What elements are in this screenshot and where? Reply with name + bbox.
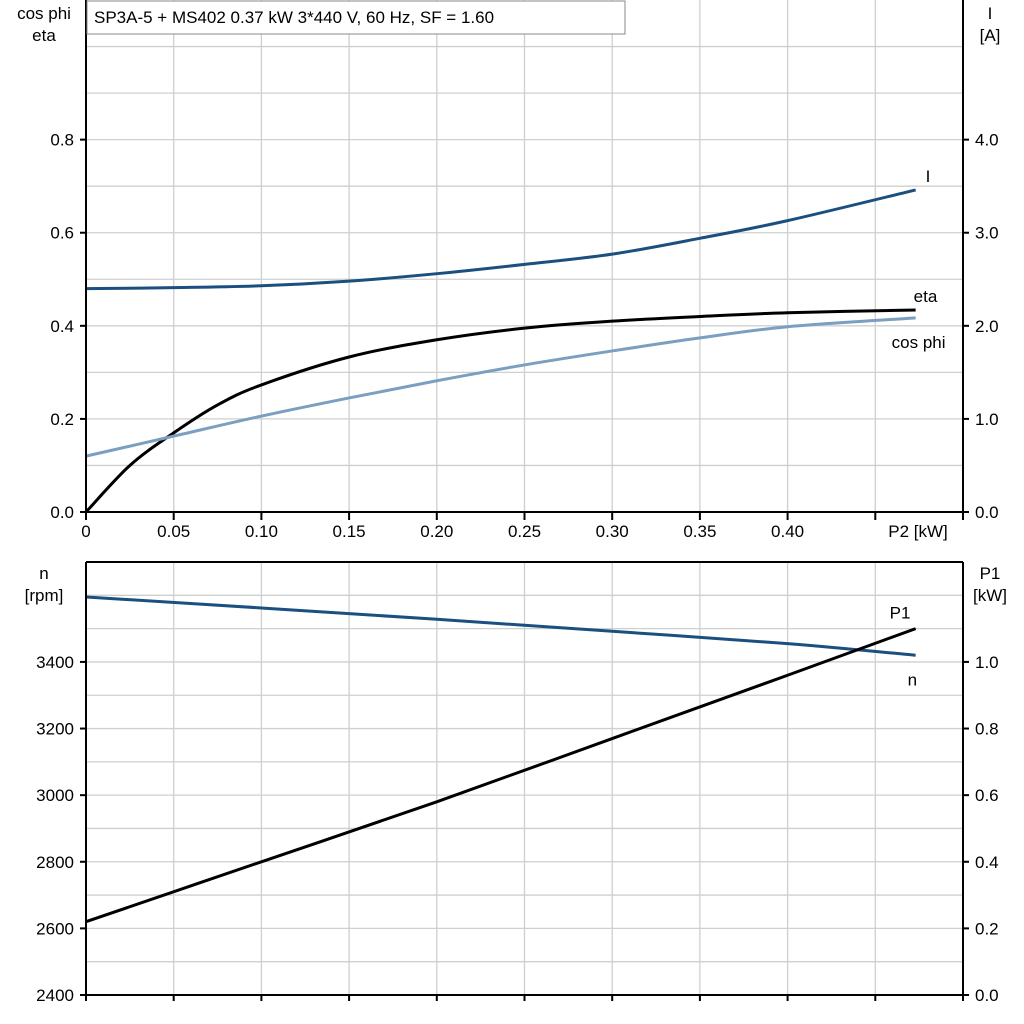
chart-title: SP3A-5 + MS402 0.37 kW 3*440 V, 60 Hz, S… [94,8,494,27]
y-tick-label-right: 0.6 [975,786,999,805]
series-label-n: n [908,670,917,689]
y-tick-label-right: 0.2 [975,919,999,938]
y-tick-label-right: 2.0 [975,317,999,336]
y-tick-label-left: 2600 [36,919,74,938]
x-tick-label: 0.20 [420,522,453,541]
y-tick-label-left: 0.2 [50,410,74,429]
y-tick-label-right: 0.8 [975,720,999,739]
y-axis-label-right: I [988,4,993,23]
y-tick-label-right: 0.0 [975,503,999,522]
curve-n [85,595,916,657]
y-axis-label-right: [kW] [973,586,1007,605]
x-tick-label: 0.35 [683,522,716,541]
curve-eta [84,308,916,514]
y-axis-label-left: [rpm] [25,586,64,605]
y-axis-label-left: cos phi [17,4,71,23]
x-tick-label: 0.10 [245,522,278,541]
y-tick-label-left: 0.6 [50,224,74,243]
y-tick-label-left: 3400 [36,653,74,672]
title-box [86,0,626,35]
x-tick-label: 0 [81,522,90,541]
x-tick-label: 0.15 [333,522,366,541]
x-tick-label: 0.30 [596,522,629,541]
y-tick-label-left: 0.4 [50,317,74,336]
x-tick-label: 0.25 [508,522,541,541]
y-tick-label-left: 2400 [36,986,74,1005]
x-axis-label: P2 [kW] [888,522,948,541]
y-tick-label-left: 0.8 [50,131,74,150]
curve-P1 [85,627,917,924]
y-tick-label-left: 3000 [36,786,74,805]
x-tick-label: 0.40 [771,522,804,541]
y-axis-label-left: eta [32,26,56,45]
series-label-eta: eta [914,287,938,306]
y-axis-label-right: [A] [980,26,1001,45]
y-tick-label-right: 0.0 [975,986,999,1005]
curve-cos-phi [85,316,916,458]
series-label-cos-phi: cos phi [892,333,946,352]
y-tick-label-left: 3200 [36,720,74,739]
y-tick-label-right: 3.0 [975,224,999,243]
y-tick-label-right: 1.0 [975,410,999,429]
y-axis-label-left: n [39,564,48,583]
y-tick-label-left: 0.0 [50,503,74,522]
y-tick-label-right: 1.0 [975,653,999,672]
curve-I [85,188,916,291]
y-tick-label-left: 2800 [36,853,74,872]
x-tick-label: 0.05 [157,522,190,541]
y-tick-label-right: 4.0 [975,131,999,150]
y-tick-label-right: 0.4 [975,853,999,872]
y-axis-label-right: P1 [980,564,1001,583]
series-label-P1: P1 [890,604,911,623]
series-label-I: I [926,167,931,186]
